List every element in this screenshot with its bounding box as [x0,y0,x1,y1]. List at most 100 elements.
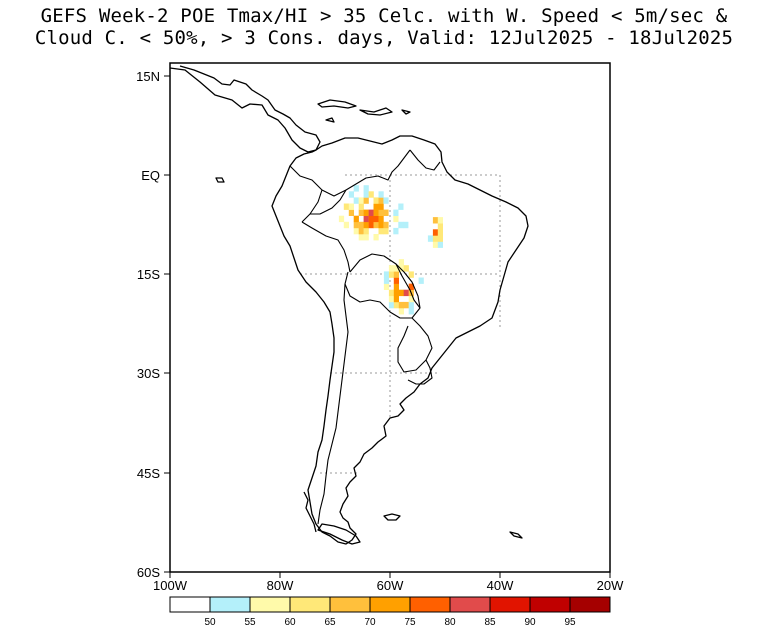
probability-cell [437,235,443,242]
probability-cell [432,241,439,248]
lat-labels: 15N EQ 15S 30S 45S 60S [136,69,160,580]
probability-cell [437,223,443,230]
colorbar-swatch [409,596,451,613]
colorbar-labels: 50 55 60 65 70 75 80 85 90 95 [204,617,576,628]
probability-cell [378,203,384,210]
probability-cell [403,221,409,229]
probability-cell [358,234,364,241]
probability-cell [348,191,354,198]
probability-cell [437,241,443,248]
lon-labels: 100W 80W 60W 40W 20W [153,578,624,593]
colorbar-swatch [249,596,291,613]
colorbar-label: 65 [324,617,336,628]
colorbar-label: 55 [244,617,256,628]
colorbar-label: 70 [364,617,376,628]
probability-cell [348,209,354,216]
probability-cell [383,209,389,216]
probability-cell [388,271,395,278]
probability-cell [403,301,409,309]
probability-cell [398,259,404,266]
probability-cell [388,289,395,297]
colorbar-label: 90 [524,617,536,628]
probability-cell [393,283,399,290]
probability-cell [393,215,399,223]
colorbar-swatch [449,596,491,613]
probability-cell [348,203,354,210]
lon-label-20w: 20W [597,578,624,593]
probability-cell [398,203,404,210]
probability-cell [353,227,359,235]
map-frame [169,62,611,573]
probability-cell [343,203,349,210]
probability-cell [358,227,364,235]
probability-cell [393,227,399,235]
probability-cell [398,221,404,229]
country-borders [289,149,441,525]
probability-cell [393,209,399,216]
colorbar-swatch [369,596,411,613]
probability-cell [383,277,390,284]
colorbar-swatch [209,596,251,613]
probability-cell [393,271,399,278]
probability-cell [378,191,384,198]
lon-label-100w: 100W [153,578,188,593]
probability-cell [353,197,359,204]
probability-cell [388,295,395,303]
probability-cell [353,215,359,223]
probability-cell [383,227,389,235]
probability-cell [363,185,369,192]
probability-cell [403,289,409,297]
coastlines [169,65,529,545]
colorbar-label: 80 [444,617,456,628]
probability-cell [393,265,399,272]
probability-cell [383,221,389,229]
probability-cell [427,235,434,242]
probability-cell [432,235,439,242]
probability-cell [437,229,443,236]
probability-cell [363,215,369,223]
probability-cell [358,203,364,210]
probability-cell [373,221,379,229]
plot-title: GEFS Week-2 POE Tmax/HI > 35 Celc. with … [0,5,768,49]
probability-cell [373,215,379,223]
probability-cell [393,289,399,297]
probability-cell [358,221,364,229]
colorbar-label: 50 [204,617,216,628]
probability-cell [383,283,390,290]
probability-cell [432,229,439,236]
probability-cell [383,197,389,204]
colorbar-swatch [329,596,371,613]
lat-label-60s: 60S [137,565,160,580]
colorbar-swatch [569,596,611,613]
probability-cell [408,308,414,315]
probability-cell [363,221,369,229]
probability-cell [408,301,414,309]
probability-cell [393,301,399,309]
probability-cell [398,301,404,309]
probability-cell [408,271,414,278]
probability-cell [408,295,414,303]
probability-cell [373,209,379,216]
colorbar-swatch [489,596,531,613]
colorbar-label: 95 [564,617,576,628]
probability-cell [378,227,384,235]
probability-cell [393,295,399,303]
probability-cell [368,209,374,216]
lat-label-45s: 45S [137,466,160,481]
probability-cell [388,265,395,272]
probability-cell [358,209,364,216]
probability-cell [353,185,359,192]
probability-cell [378,197,384,204]
probability-cell [378,209,384,216]
lon-label-40w: 40W [487,578,514,593]
title-line-2: Cloud C. < 50%, > 3 Cons. days, Valid: 1… [34,27,734,49]
probability-shading [338,185,443,315]
probability-cell [363,197,369,204]
lat-label-eq: EQ [141,168,160,183]
probability-cell [373,197,379,204]
probability-cell [398,308,404,315]
lat-label-15n: 15N [136,69,160,84]
colorbar-label: 75 [404,617,416,628]
probability-cell [358,197,364,204]
